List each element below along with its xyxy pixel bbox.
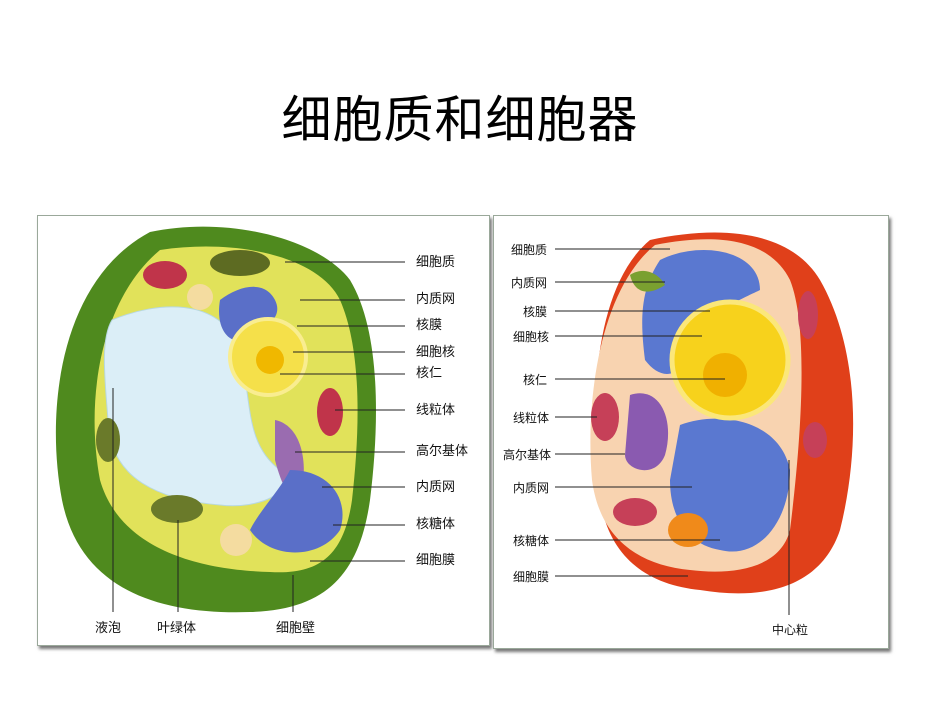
mitochondrion — [143, 261, 187, 289]
animal-label-nucleolus: 核仁 — [523, 373, 548, 387]
golgi-apparatus — [625, 393, 669, 471]
nucleolus — [703, 353, 747, 397]
plant-cell-illustration — [55, 226, 376, 613]
animal-label-nucleus: 细胞核 — [513, 330, 550, 344]
chloroplast — [96, 418, 120, 462]
animal-label-golgi: 高尔基体 — [503, 448, 552, 462]
plant-label-nucleolus: 核仁 — [416, 366, 443, 381]
plant-label-cell-wall: 细胞壁 — [276, 621, 316, 636]
mitochondrion — [803, 422, 827, 458]
mitochondrion — [317, 388, 343, 436]
vesicle — [220, 524, 252, 556]
plant-label-chloroplast: 叶绿体 — [157, 621, 197, 636]
chloroplast — [210, 250, 270, 276]
plant-label-mitochondria: 线粒体 — [416, 403, 456, 418]
plant-label-er: 内质网 — [416, 292, 456, 307]
lysosome — [668, 513, 708, 547]
endoplasmic-reticulum-green — [630, 270, 665, 292]
plant-label-cytoplasm: 细胞质 — [416, 255, 456, 270]
vesicle — [187, 284, 213, 310]
animal-label-centriole: 中心粒 — [772, 623, 809, 637]
plant-label-ribosome: 核糖体 — [416, 517, 456, 532]
plant-label-nuclear-membrane: 核膜 — [416, 318, 443, 333]
mitochondrion — [613, 498, 657, 526]
plant-label-vacuole: 液泡 — [95, 621, 122, 636]
animal-cell-illustration — [590, 232, 854, 594]
endoplasmic-reticulum — [250, 470, 343, 553]
animal-label-mitochondria: 线粒体 — [513, 411, 550, 425]
animal-leader-lines — [555, 248, 790, 615]
plant-label-er-2: 内质网 — [416, 480, 456, 495]
animal-label-ribosome: 核糖体 — [513, 534, 550, 548]
plant-leader-lines — [112, 261, 405, 612]
mitochondrion — [591, 393, 619, 441]
plant-label-nucleus: 细胞核 — [416, 345, 456, 360]
animal-label-cell-membrane: 细胞膜 — [513, 570, 550, 584]
chloroplast — [151, 495, 203, 523]
animal-label-er-2: 内质网 — [513, 481, 550, 495]
animal-label-er: 内质网 — [511, 276, 548, 290]
mitochondrion — [798, 291, 818, 339]
plant-label-cell-membrane: 细胞膜 — [416, 553, 456, 568]
nucleolus — [256, 346, 284, 374]
plant-label-golgi: 高尔基体 — [416, 444, 469, 459]
animal-label-nuclear-membrane: 核膜 — [523, 305, 548, 319]
animal-label-cytoplasm: 细胞质 — [511, 243, 548, 257]
slide-title: 细胞质和细胞器 — [281, 91, 639, 149]
